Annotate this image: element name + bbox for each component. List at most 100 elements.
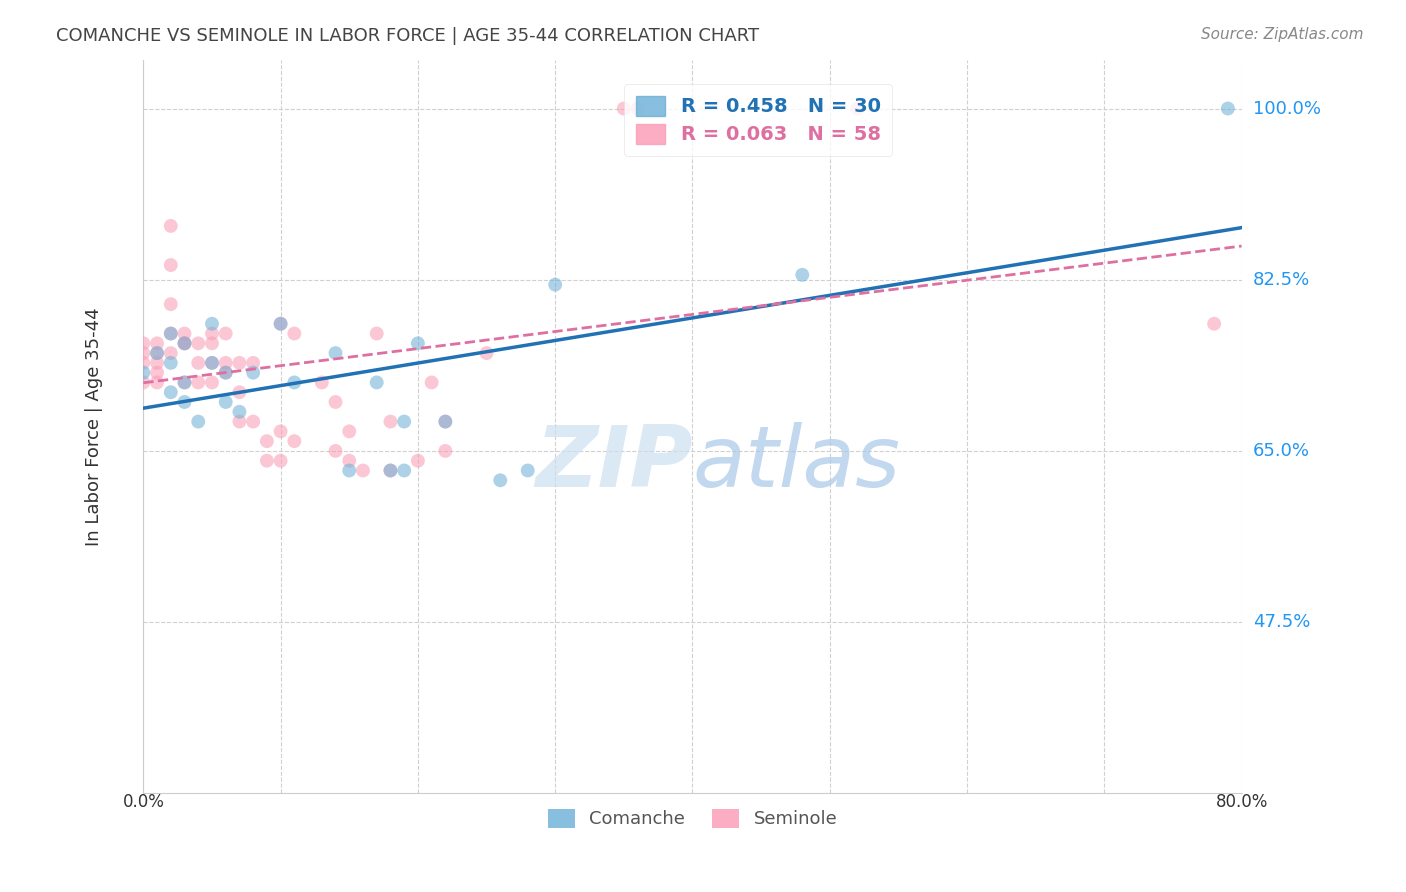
Point bbox=[325, 346, 347, 360]
Point bbox=[201, 336, 224, 351]
Point bbox=[159, 326, 181, 341]
Point bbox=[337, 463, 360, 477]
Point bbox=[242, 366, 264, 380]
Point bbox=[159, 326, 181, 341]
Point bbox=[173, 336, 195, 351]
Point bbox=[201, 356, 224, 370]
Point bbox=[256, 434, 278, 449]
Point bbox=[173, 376, 195, 390]
Point bbox=[613, 102, 636, 116]
Point bbox=[434, 444, 457, 458]
Point bbox=[215, 356, 238, 370]
Point bbox=[159, 219, 181, 233]
Point bbox=[242, 356, 264, 370]
Text: 47.5%: 47.5% bbox=[1253, 613, 1310, 632]
Point bbox=[173, 395, 195, 409]
Point bbox=[283, 434, 305, 449]
Point bbox=[215, 395, 238, 409]
Point bbox=[352, 463, 374, 477]
Point bbox=[201, 317, 224, 331]
Point bbox=[337, 453, 360, 467]
Point bbox=[146, 366, 169, 380]
Point bbox=[146, 376, 169, 390]
Text: 0.0%: 0.0% bbox=[122, 793, 165, 812]
Point bbox=[132, 346, 155, 360]
Point bbox=[366, 326, 388, 341]
Point bbox=[173, 336, 195, 351]
Point bbox=[146, 346, 169, 360]
Point bbox=[146, 356, 169, 370]
Point bbox=[846, 102, 869, 116]
Text: COMANCHE VS SEMINOLE IN LABOR FORCE | AGE 35-44 CORRELATION CHART: COMANCHE VS SEMINOLE IN LABOR FORCE | AG… bbox=[56, 27, 759, 45]
Point bbox=[159, 346, 181, 360]
Point bbox=[366, 376, 388, 390]
Point bbox=[159, 385, 181, 400]
Point bbox=[406, 453, 429, 467]
Point bbox=[187, 415, 209, 429]
Legend: Comanche, Seminole: Comanche, Seminole bbox=[540, 802, 845, 836]
Point bbox=[146, 336, 169, 351]
Point bbox=[626, 102, 648, 116]
Point bbox=[325, 444, 347, 458]
Point bbox=[228, 415, 250, 429]
Point bbox=[132, 356, 155, 370]
Point bbox=[270, 453, 292, 467]
Point bbox=[173, 376, 195, 390]
Text: ZIP: ZIP bbox=[534, 422, 693, 505]
Point bbox=[792, 268, 814, 282]
Point bbox=[228, 356, 250, 370]
Point bbox=[380, 415, 402, 429]
Point bbox=[1216, 102, 1239, 116]
Point bbox=[420, 376, 443, 390]
Point bbox=[406, 336, 429, 351]
Point bbox=[489, 473, 512, 487]
Point bbox=[311, 376, 333, 390]
Point bbox=[270, 317, 292, 331]
Point bbox=[392, 463, 415, 477]
Point bbox=[159, 356, 181, 370]
Point bbox=[132, 376, 155, 390]
Point bbox=[201, 376, 224, 390]
Point bbox=[146, 346, 169, 360]
Point bbox=[187, 356, 209, 370]
Point bbox=[270, 425, 292, 439]
Point bbox=[516, 463, 538, 477]
Point bbox=[132, 366, 155, 380]
Point bbox=[270, 317, 292, 331]
Point bbox=[159, 297, 181, 311]
Text: 82.5%: 82.5% bbox=[1253, 271, 1310, 289]
Point bbox=[173, 336, 195, 351]
Point bbox=[187, 336, 209, 351]
Point bbox=[380, 463, 402, 477]
Point bbox=[256, 453, 278, 467]
Point bbox=[337, 425, 360, 439]
Text: atlas: atlas bbox=[693, 422, 900, 505]
Point bbox=[173, 326, 195, 341]
Point bbox=[159, 258, 181, 272]
Point bbox=[228, 385, 250, 400]
Point bbox=[228, 405, 250, 419]
Point bbox=[132, 336, 155, 351]
Text: In Labor Force | Age 35-44: In Labor Force | Age 35-44 bbox=[84, 307, 103, 546]
Text: 65.0%: 65.0% bbox=[1253, 442, 1310, 460]
Point bbox=[187, 376, 209, 390]
Point bbox=[475, 346, 498, 360]
Point bbox=[325, 395, 347, 409]
Text: 80.0%: 80.0% bbox=[1215, 793, 1268, 812]
Point bbox=[392, 415, 415, 429]
Point bbox=[215, 366, 238, 380]
Point bbox=[544, 277, 567, 292]
Point bbox=[215, 326, 238, 341]
Text: Source: ZipAtlas.com: Source: ZipAtlas.com bbox=[1201, 27, 1364, 42]
Point bbox=[201, 356, 224, 370]
Point bbox=[215, 366, 238, 380]
Point bbox=[201, 326, 224, 341]
Point bbox=[283, 376, 305, 390]
Point bbox=[1204, 317, 1226, 331]
Text: 100.0%: 100.0% bbox=[1253, 100, 1320, 118]
Point bbox=[283, 326, 305, 341]
Point bbox=[434, 415, 457, 429]
Point bbox=[380, 463, 402, 477]
Point bbox=[434, 415, 457, 429]
Point bbox=[242, 415, 264, 429]
